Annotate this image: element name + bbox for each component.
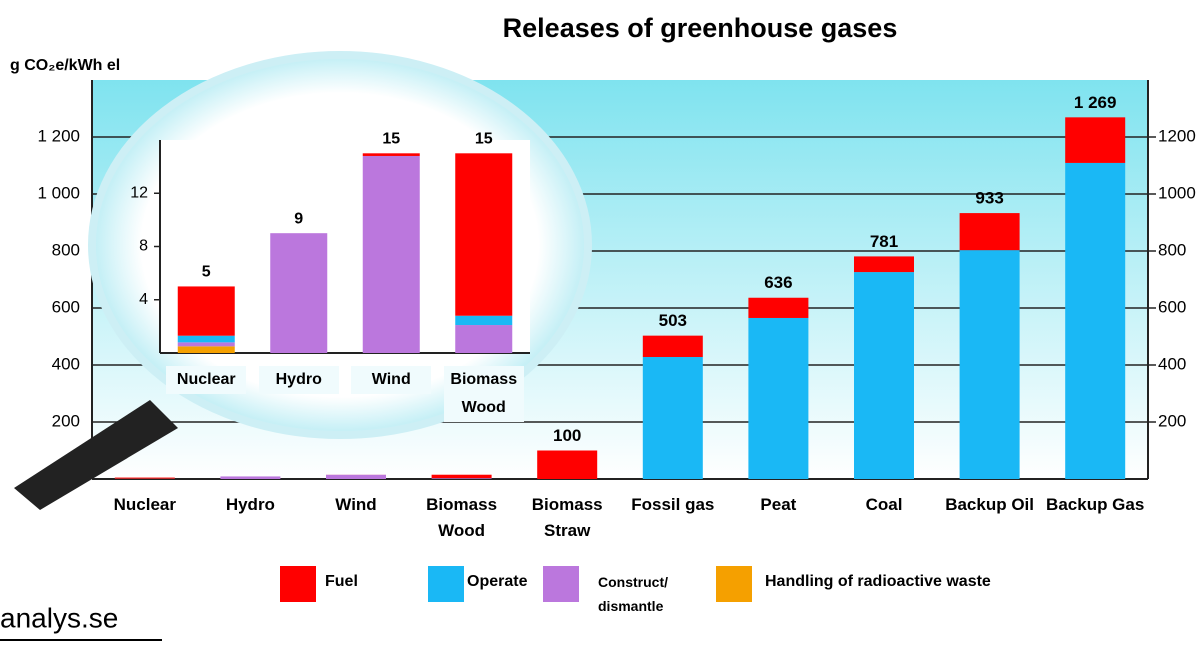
total-label: 5 <box>202 264 211 281</box>
total-label: 933 <box>975 189 1003 208</box>
total-label: 1 269 <box>1074 93 1117 112</box>
x-tick-label: Nuclear <box>166 366 246 394</box>
bar-segment <box>115 478 175 479</box>
bar-segment <box>363 153 420 156</box>
bar-segment <box>455 325 512 353</box>
bar-segment <box>178 346 235 353</box>
y-tick-label: 400 <box>52 354 80 373</box>
legend-swatch <box>280 566 316 602</box>
y-tick-label: 12 <box>130 184 148 201</box>
x-tick-label: Hydro <box>259 366 339 394</box>
legend-label: Fuel <box>325 570 358 594</box>
total-label: 15 <box>475 131 493 148</box>
y-tick-label: 200 <box>52 411 80 430</box>
bar-segment <box>363 156 420 353</box>
x-tick-label: Biomass Wood <box>412 492 512 544</box>
bar-segment <box>270 233 327 353</box>
legend-label: Operate <box>467 570 527 594</box>
bar-segment <box>178 342 235 346</box>
x-tick-label: Biomass Straw <box>517 492 617 544</box>
legend-swatch <box>716 566 752 602</box>
x-tick-label: Coal <box>834 492 934 518</box>
legend-swatch <box>428 566 464 602</box>
total-label: 636 <box>764 273 792 292</box>
x-tick-label: Fossil gas <box>623 492 723 518</box>
y2-tick-label: 400 <box>1158 354 1186 373</box>
x-tick-label: Backup Oil <box>940 492 1040 518</box>
bar-segment <box>643 336 703 357</box>
bar-segment <box>960 213 1020 250</box>
x-tick-label: Hydro <box>200 492 300 518</box>
x-tick-label: Nuclear <box>95 492 195 518</box>
source: analys.se <box>0 602 118 633</box>
chart-title: Releases of greenhouse gases <box>503 13 898 43</box>
y-tick-label: 800 <box>52 240 80 259</box>
legend-swatch <box>543 566 579 602</box>
y2-tick-label: 600 <box>1158 297 1186 316</box>
bar-segment <box>432 475 492 478</box>
y2-tick-label: 1000 <box>1158 183 1196 202</box>
bar-segment <box>854 256 914 272</box>
bar-segment <box>960 250 1020 479</box>
legend-label: Handling of radioactive waste <box>765 570 991 594</box>
bar-segment <box>178 286 235 335</box>
x-tick-label: Peat <box>728 492 828 518</box>
bar-segment <box>748 298 808 318</box>
bar-segment <box>220 476 280 479</box>
y-tick-label: 1 200 <box>37 126 80 145</box>
y-tick-label: 600 <box>52 297 80 316</box>
page: Releases of greenhouse gases g CO₂e/kWh … <box>0 0 1203 650</box>
total-label: 9 <box>294 210 303 227</box>
bar-segment <box>455 316 512 325</box>
y-tick-label: 4 <box>139 291 148 308</box>
y2-tick-label: 800 <box>1158 240 1186 259</box>
legend-label: Construct/ dismantle <box>598 570 698 618</box>
total-label: 15 <box>382 131 400 148</box>
bar-segment <box>455 153 512 315</box>
total-label: 100 <box>553 426 581 445</box>
bar-segment <box>643 357 703 479</box>
y-axis-label: g CO₂e/kWh el <box>10 57 120 74</box>
y2-tick-label: 200 <box>1158 411 1186 430</box>
bar-segment <box>854 272 914 479</box>
y-tick-label: 1 000 <box>37 183 80 202</box>
x-tick-label: Wind <box>306 492 406 518</box>
y2-tick-label: 1200 <box>1158 126 1196 145</box>
x-tick-label: Biomass Wood <box>444 366 524 422</box>
bar-segment <box>537 451 597 480</box>
total-label: 781 <box>870 232 898 251</box>
bar-segment <box>748 318 808 479</box>
bar-segment <box>1065 163 1125 479</box>
x-tick-label: Backup Gas <box>1045 492 1145 518</box>
y-tick-label: 8 <box>139 238 148 255</box>
bar-segment <box>178 336 235 343</box>
x-tick-label: Wind <box>351 366 431 394</box>
bar-segment <box>326 475 386 479</box>
bar-segment <box>432 478 492 479</box>
bar-segment <box>1065 117 1125 163</box>
chart: Releases of greenhouse gases g CO₂e/kWh … <box>0 0 1203 650</box>
total-label: 503 <box>659 311 687 330</box>
